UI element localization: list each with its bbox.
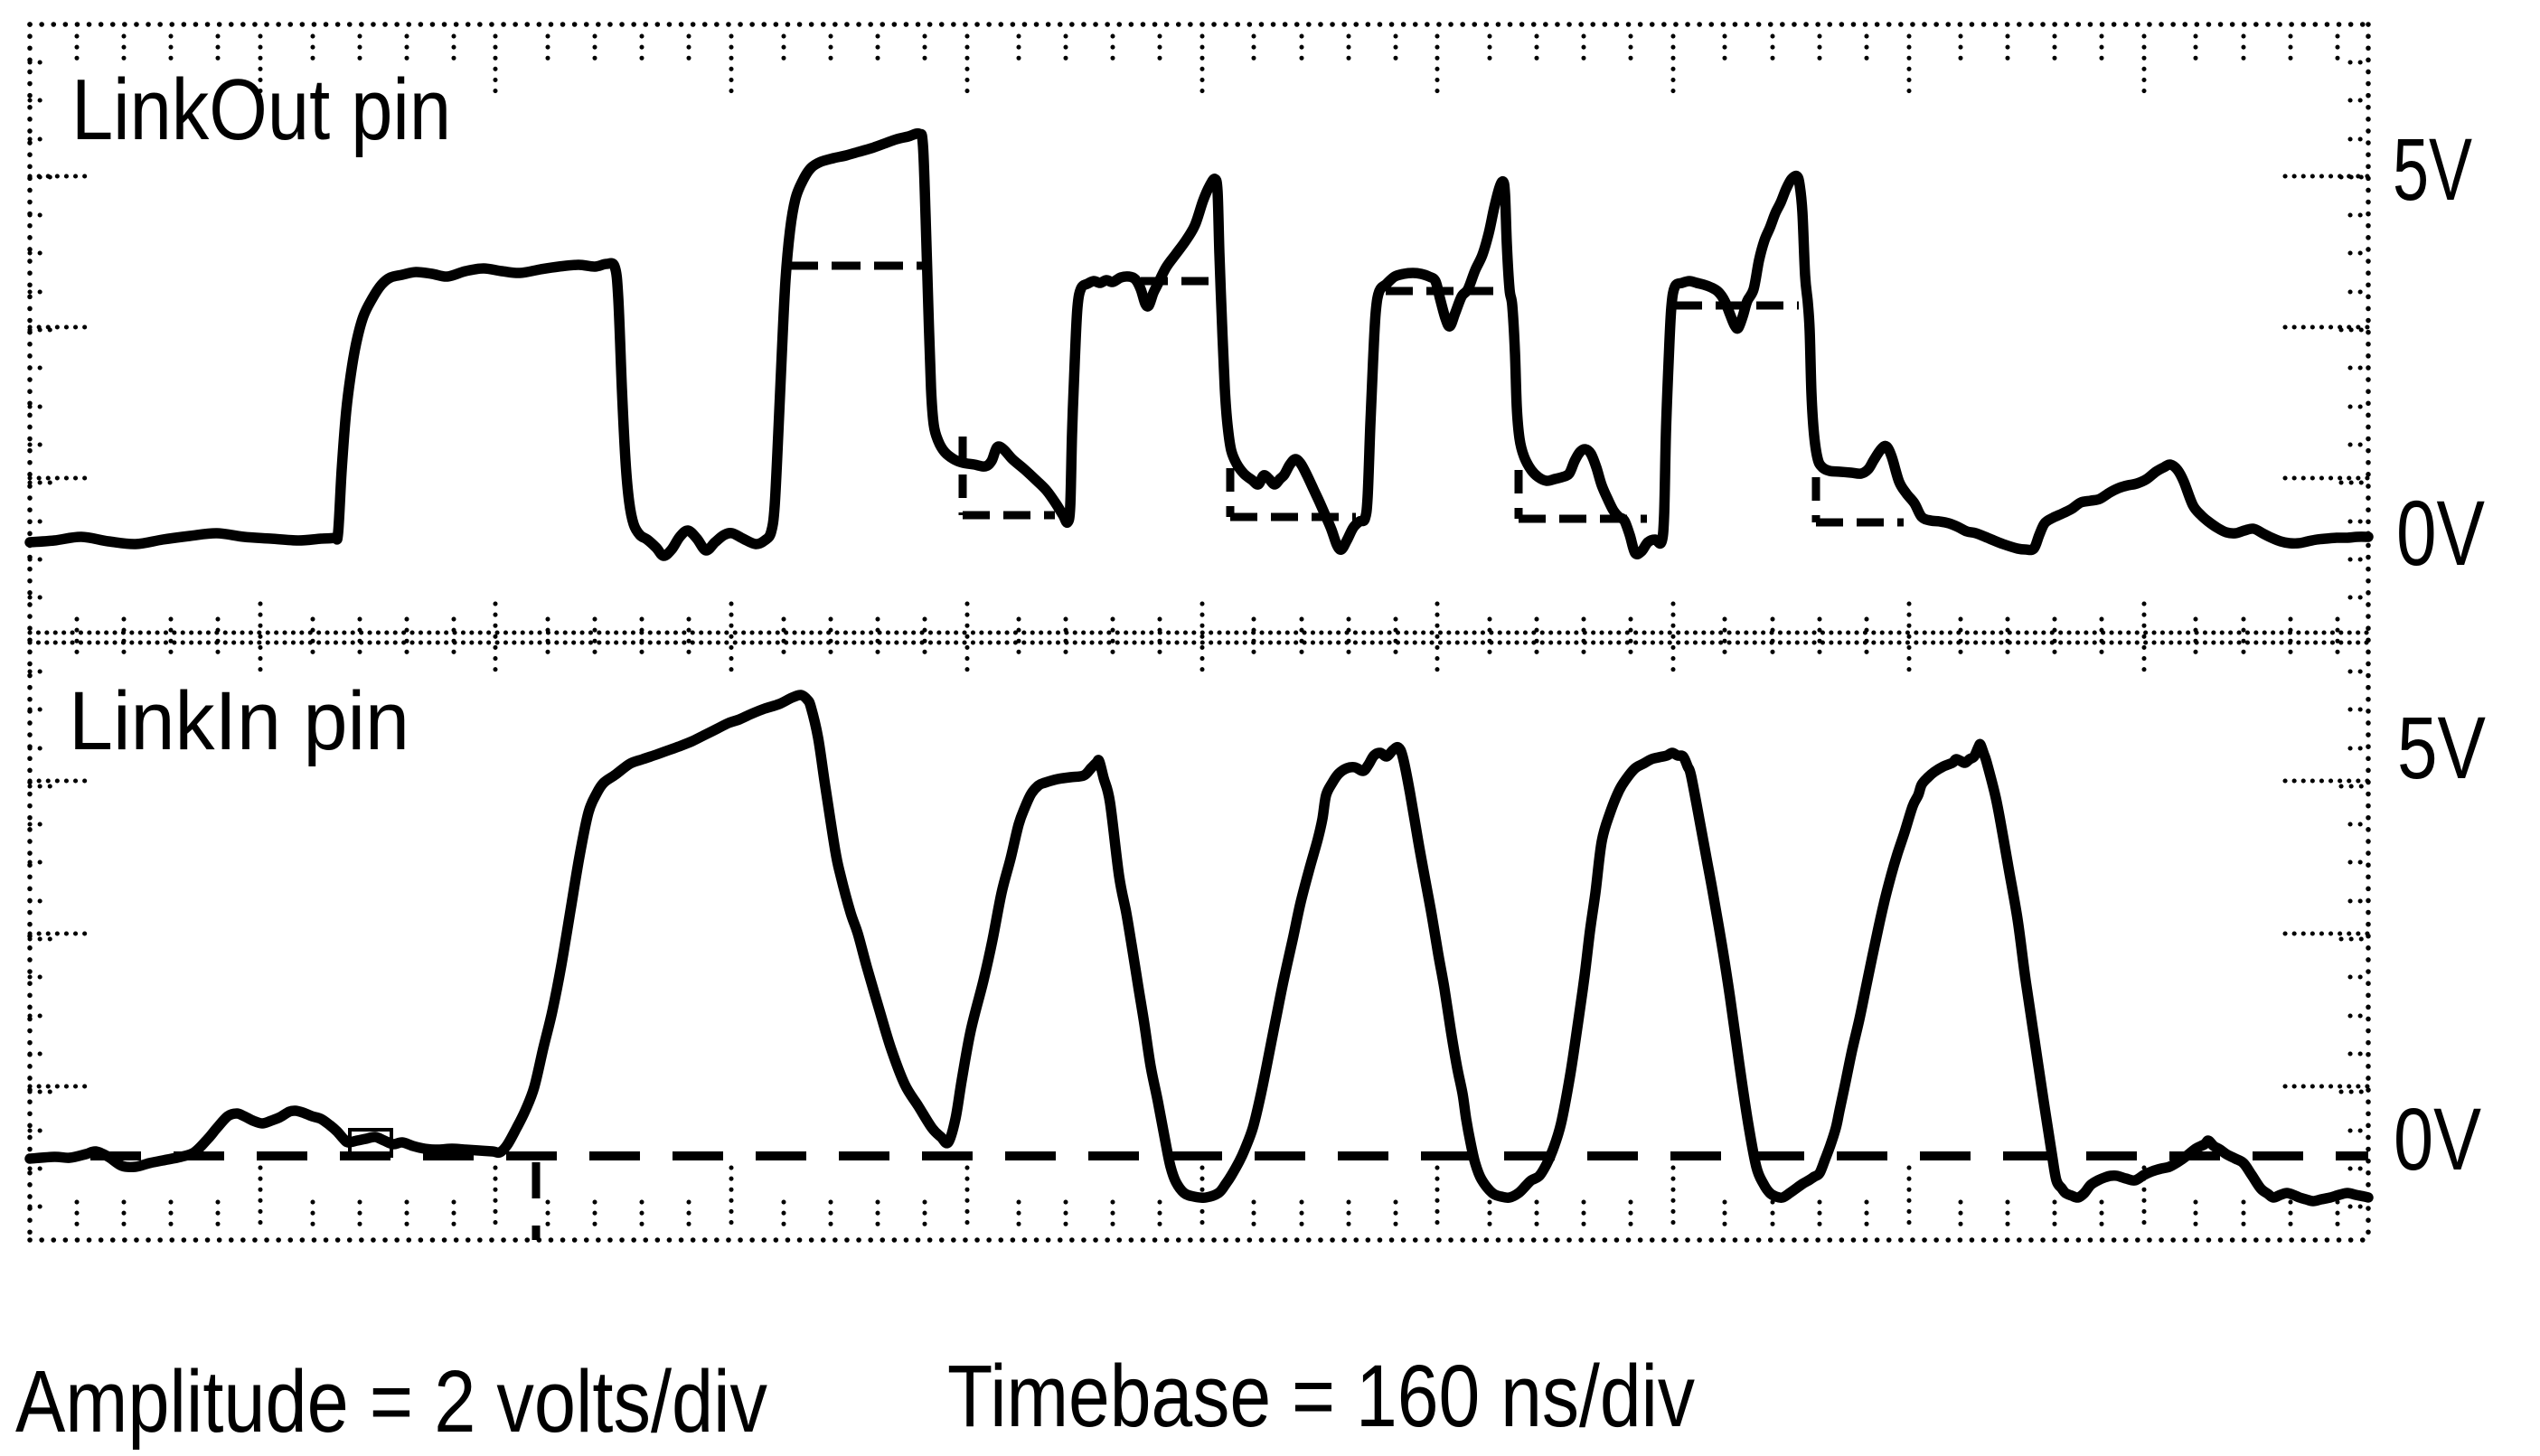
- svg-text:5V: 5V: [2393, 120, 2472, 219]
- svg-text:0V: 0V: [2394, 1090, 2481, 1188]
- svg-text:LinkIn pin: LinkIn pin: [69, 675, 409, 767]
- svg-text:5V: 5V: [2397, 699, 2486, 797]
- svg-text:Amplitude = 2 volts/div: Amplitude = 2 volts/div: [15, 1352, 767, 1451]
- svg-text:LinkOut pin: LinkOut pin: [71, 61, 451, 158]
- svg-text:0V: 0V: [2396, 482, 2485, 585]
- svg-text:Timebase = 160 ns/div: Timebase = 160 ns/div: [947, 1347, 1695, 1445]
